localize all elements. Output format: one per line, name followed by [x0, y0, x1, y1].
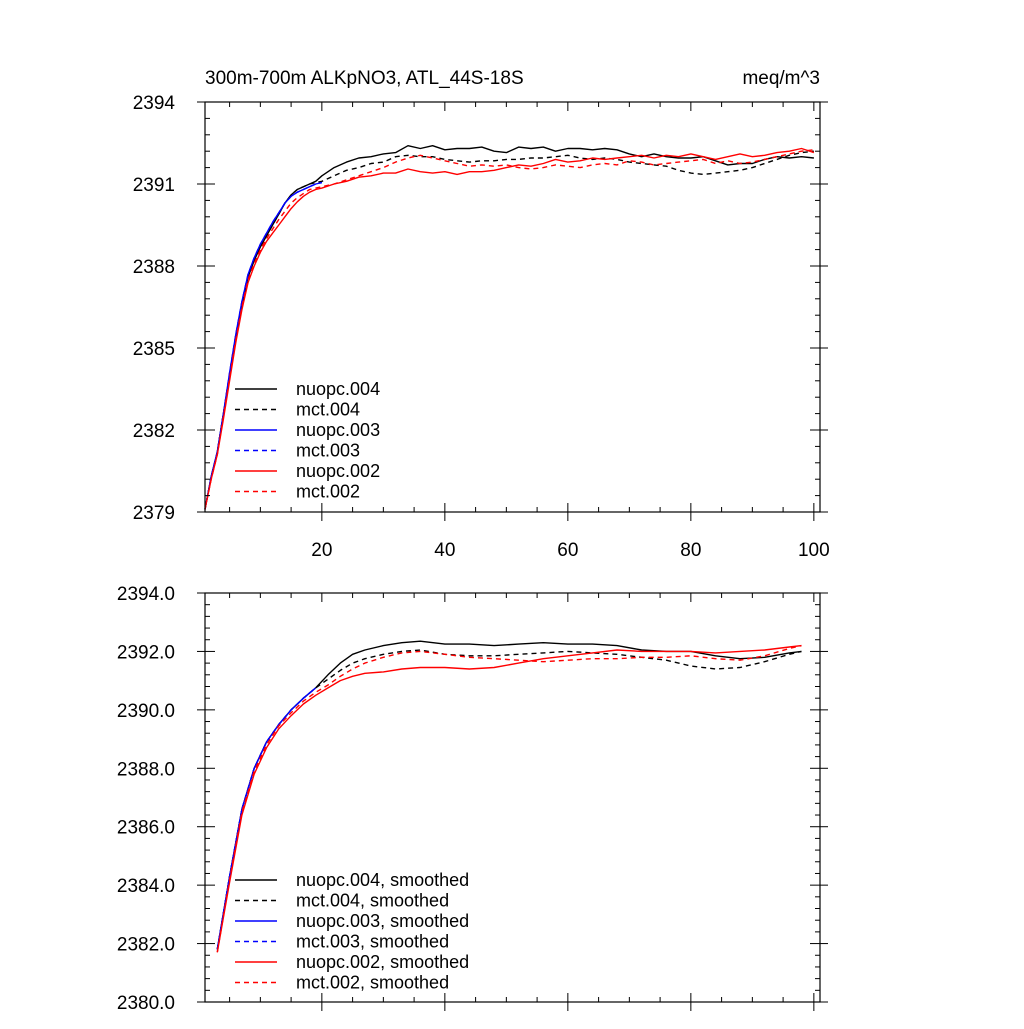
- x-tick-label: 60: [557, 540, 578, 561]
- series-line-mct-002-smoothed: [216, 644, 802, 953]
- y-tick-label: 2384.0: [117, 876, 175, 897]
- panel-bottom: 2380.0 2382.0 2384.0 2386.0 2388.0 2390.0 2392…: [117, 584, 828, 1014]
- units-label: meq/m^3: [742, 68, 820, 89]
- legend-label: mct.002: [296, 482, 360, 502]
- y-tick-label: 2380.0: [117, 993, 175, 1014]
- x-tick-label: 20: [311, 540, 332, 561]
- panel-top: 300m-700m ALKpNO3, ATL_44S-18S meq/m^3 2…: [133, 68, 830, 561]
- y-tick-label: 2386.0: [117, 818, 175, 839]
- y-tick-label: 2382: [133, 421, 175, 442]
- legend-label: nuopc.004: [296, 379, 380, 399]
- chart-title: 300m-700m ALKpNO3, ATL_44S-18S: [205, 68, 524, 89]
- x-tick-label: 100: [798, 540, 830, 561]
- x-tick-label: 80: [680, 540, 701, 561]
- legend-label: mct.004: [296, 400, 360, 420]
- legend-label: mct.003: [296, 441, 360, 461]
- plot-frame: [204, 592, 821, 1003]
- y-tick-label: 2385: [133, 339, 175, 360]
- series-line-nuopc-002: [204, 147, 815, 510]
- y-tick-label: 2379: [133, 503, 175, 524]
- legend-label: nuopc.003: [296, 420, 380, 440]
- legend-label: mct.004, smoothed: [296, 891, 449, 911]
- legend-label: mct.003, smoothed: [296, 932, 449, 952]
- legend-label: nuopc.002, smoothed: [296, 952, 469, 972]
- x-tick-label: 40: [434, 540, 455, 561]
- y-tick-label: 2390.0: [117, 701, 175, 722]
- plot-frame: [204, 101, 821, 513]
- legend-label: nuopc.002: [296, 461, 380, 481]
- y-tick-label: 2392.0: [117, 642, 175, 663]
- series-line-mct-004: [204, 150, 814, 510]
- y-tick-label: 2388: [133, 257, 175, 278]
- y-tick-label: 2382.0: [117, 935, 175, 956]
- legend-label: nuopc.004, smoothed: [296, 870, 469, 890]
- series-line-nuopc-003: [204, 181, 323, 510]
- y-tick-label: 2388.0: [117, 759, 175, 780]
- y-tick-label: 2394: [133, 93, 176, 114]
- series-line-nuopc-002-smoothed: [216, 644, 802, 953]
- legend-label: mct.002, smoothed: [296, 973, 449, 993]
- legend-label: nuopc.003, smoothed: [296, 911, 469, 931]
- series-line-mct-003-smoothed: [216, 687, 317, 950]
- y-tick-label: 2394.0: [117, 584, 175, 605]
- y-tick-label: 2391: [133, 175, 175, 196]
